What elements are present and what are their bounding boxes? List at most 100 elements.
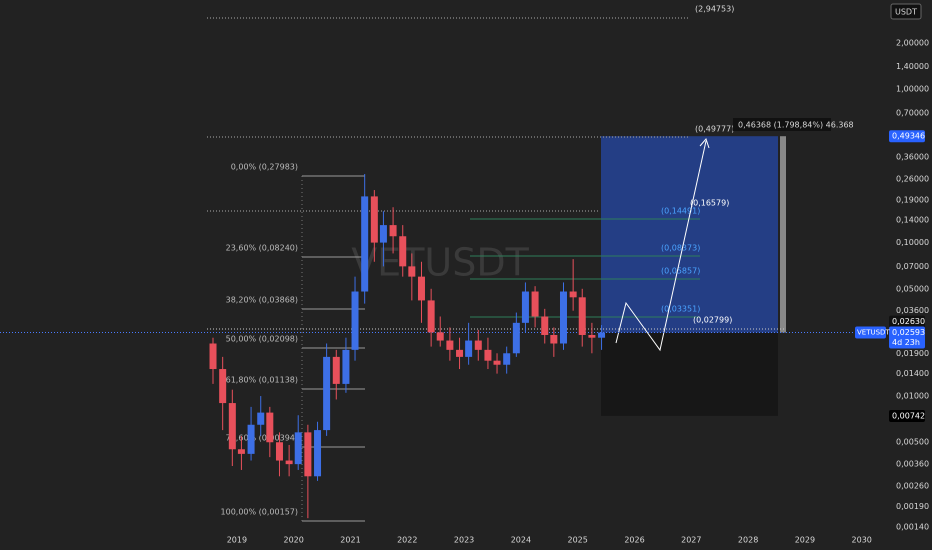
candle-body (361, 196, 369, 292)
candle-body (427, 300, 435, 333)
candle-body (484, 349, 492, 361)
candle-body (285, 460, 293, 465)
candle-body (598, 332, 606, 338)
candle-body (304, 432, 312, 477)
candle-body (521, 291, 529, 323)
stop-zone (601, 332, 778, 416)
x-tick-label: 2021 (340, 536, 360, 545)
x-tick-label: 2030 (852, 536, 872, 545)
y-tick-label: 0,00500 (896, 438, 929, 447)
candle-body (408, 266, 416, 277)
level-label: (0,03351) (661, 305, 700, 314)
candle-body (389, 225, 397, 237)
candle-body (569, 291, 577, 298)
y-tick-label: 0,01900 (896, 349, 929, 358)
level-label: (0,49777) (695, 125, 734, 134)
x-tick-label: 2024 (511, 536, 531, 545)
candle-body (436, 332, 444, 341)
candle-body (370, 196, 378, 243)
fib-label: 50,00% (0,02098) (226, 335, 298, 344)
candle-body (503, 353, 511, 365)
y-tick-label: 1,00000 (896, 85, 929, 94)
y-tick-label: 0,36000 (896, 153, 929, 162)
candle-body (456, 349, 464, 357)
x-tick-label: 2023 (454, 536, 474, 545)
y-tick-label: 0,00260 (896, 481, 929, 490)
candle-body (351, 291, 359, 350)
candle-body (332, 356, 340, 384)
candle-body (294, 432, 302, 465)
y-tick-label: 0,14000 (896, 216, 929, 225)
stop-tag-box (889, 409, 925, 422)
candle-body (257, 412, 265, 425)
currency-box[interactable] (890, 3, 922, 20)
candle-body (541, 316, 549, 335)
target-tag-box (889, 130, 925, 143)
watermark: VETUSDT (351, 241, 529, 285)
target-zone (601, 136, 778, 333)
symbol-tag: VETUSDT (857, 329, 890, 337)
prev-close-tag-box (889, 315, 925, 328)
candle-body (550, 334, 558, 344)
candle-body (446, 340, 454, 350)
last-tag-box (889, 326, 925, 349)
projection-path (615, 140, 707, 352)
stop-tag: 0,00742 (892, 411, 925, 420)
candle-body (465, 340, 473, 357)
fib-label: 78,60% (0,00394) (226, 434, 298, 443)
candle-body (314, 430, 322, 477)
candle-body (578, 297, 586, 335)
candle-body (323, 356, 331, 431)
x-tick-label: 2029 (795, 536, 815, 545)
level-label: (0,05857) (661, 267, 700, 276)
prev-close-tag: 0,02630 (892, 317, 925, 326)
candle-body (493, 360, 501, 365)
candle-body (588, 334, 596, 338)
y-tick-label: 0,05000 (896, 284, 929, 293)
y-tick-label: 0,00360 (896, 460, 929, 469)
candle-body (247, 424, 255, 454)
y-tick-label: 0,00140 (896, 523, 929, 532)
y-tick-label: 1,40000 (896, 62, 929, 71)
currency: USDT (895, 8, 917, 17)
candle-body (237, 449, 245, 454)
level-label: (0,16579) (690, 199, 729, 208)
x-tick-label: 2025 (568, 536, 588, 545)
candle-body (266, 412, 274, 443)
candle-body (379, 225, 387, 243)
projection-arrow (699, 138, 710, 149)
y-tick-label: 0,19000 (896, 195, 929, 204)
fib-label: 61,80% (0,01138) (226, 376, 298, 385)
fib-label: 23,60% (0,08240) (226, 244, 298, 253)
x-tick-label: 2022 (397, 536, 417, 545)
projection-box (733, 118, 831, 131)
x-tick-label: 2019 (227, 536, 247, 545)
candle-body (228, 403, 236, 450)
candle-body (512, 322, 520, 354)
target-tag: 0,49346 (892, 132, 925, 141)
projection-label: 0,46368 (1.798,84%) 46.368 (738, 121, 854, 130)
x-tick-label: 2028 (738, 536, 758, 545)
fib-label: 38,20% (0,03868) (226, 296, 298, 305)
y-tick-label: 0,01000 (896, 392, 929, 401)
candle-body (219, 369, 227, 404)
zone-handle (780, 136, 786, 333)
y-tick-label: 0,01400 (896, 369, 929, 378)
level-label: (0,08373) (661, 244, 700, 253)
candle-body (275, 442, 283, 461)
candle-body (531, 291, 539, 317)
last-tag: 0,02593 (892, 328, 925, 337)
y-tick-label: 0,00190 (896, 502, 929, 511)
y-tick-label: 0,03600 (896, 306, 929, 315)
x-tick-label: 2026 (624, 536, 644, 545)
candle-body (209, 343, 217, 370)
x-tick-label: 2027 (681, 536, 701, 545)
fib-label: 100,00% (0,00157) (221, 508, 298, 517)
candle-body (559, 291, 567, 344)
candle-body (399, 236, 407, 267)
x-tick-label: 2020 (283, 536, 303, 545)
candle-body (342, 349, 350, 384)
y-tick-label: 0,26000 (896, 174, 929, 183)
countdown: 4d 23h (892, 338, 920, 347)
